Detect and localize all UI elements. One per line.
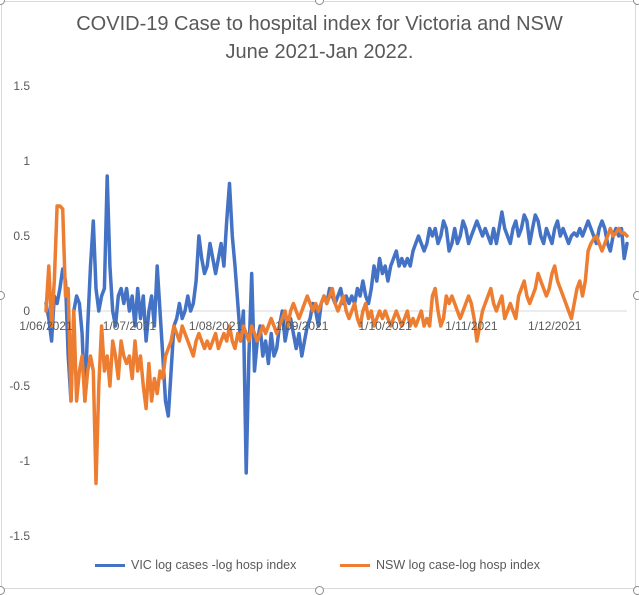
series-line-nsw[interactable] bbox=[44, 204, 629, 486]
resize-handle-middle-right[interactable] bbox=[633, 291, 639, 300]
legend[interactable]: VIC log cases -log hosp index NSW log ca… bbox=[0, 558, 639, 578]
chart-title: COVID-19 Case to hospital index for Vict… bbox=[76, 13, 563, 35]
resize-handle-top-center[interactable] bbox=[315, 0, 324, 5]
resize-handle-top-left[interactable] bbox=[0, 0, 5, 5]
x-tick-label: 1/10/2021 bbox=[358, 319, 412, 333]
legend-label-nsw: NSW log case-log hosp index bbox=[376, 558, 540, 572]
x-tick-label: 1/12/2021 bbox=[528, 319, 582, 333]
resize-handle-middle-left[interactable] bbox=[0, 291, 5, 300]
chart-subtitle: June 2021-Jan 2022. bbox=[225, 41, 414, 63]
resize-handle-top-right[interactable] bbox=[633, 0, 639, 5]
legend-item-vic[interactable]: VIC log cases -log hosp index bbox=[95, 558, 296, 572]
legend-label-vic: VIC log cases -log hosp index bbox=[131, 558, 297, 572]
y-tick-label: -0.5 bbox=[9, 379, 30, 393]
y-tick-label: -1 bbox=[19, 454, 30, 468]
y-tick-label: 0.5 bbox=[13, 229, 30, 243]
y-tick-label: 1 bbox=[23, 154, 30, 168]
y-tick-label: 0 bbox=[23, 304, 30, 318]
chart-title-block[interactable]: COVID-19 Case to hospital index for Vict… bbox=[0, 10, 639, 66]
x-tick-label: 1/07/2021 bbox=[103, 319, 157, 333]
x-tick-label: 1/11/2021 bbox=[445, 319, 498, 333]
legend-swatch-nsw bbox=[340, 563, 370, 567]
legend-item-nsw[interactable]: NSW log case-log hosp index bbox=[340, 558, 540, 572]
y-tick-label: -1.5 bbox=[9, 529, 30, 543]
y-tick-label: 1.5 bbox=[13, 79, 30, 93]
x-tick-label: 1/09/2021 bbox=[275, 319, 329, 333]
series-line-vic[interactable] bbox=[44, 174, 629, 475]
x-tick-label: 1/06/2021 bbox=[19, 319, 73, 333]
x-tick-label: 1/08/2021 bbox=[189, 319, 243, 333]
legend-swatch-vic bbox=[95, 563, 125, 567]
